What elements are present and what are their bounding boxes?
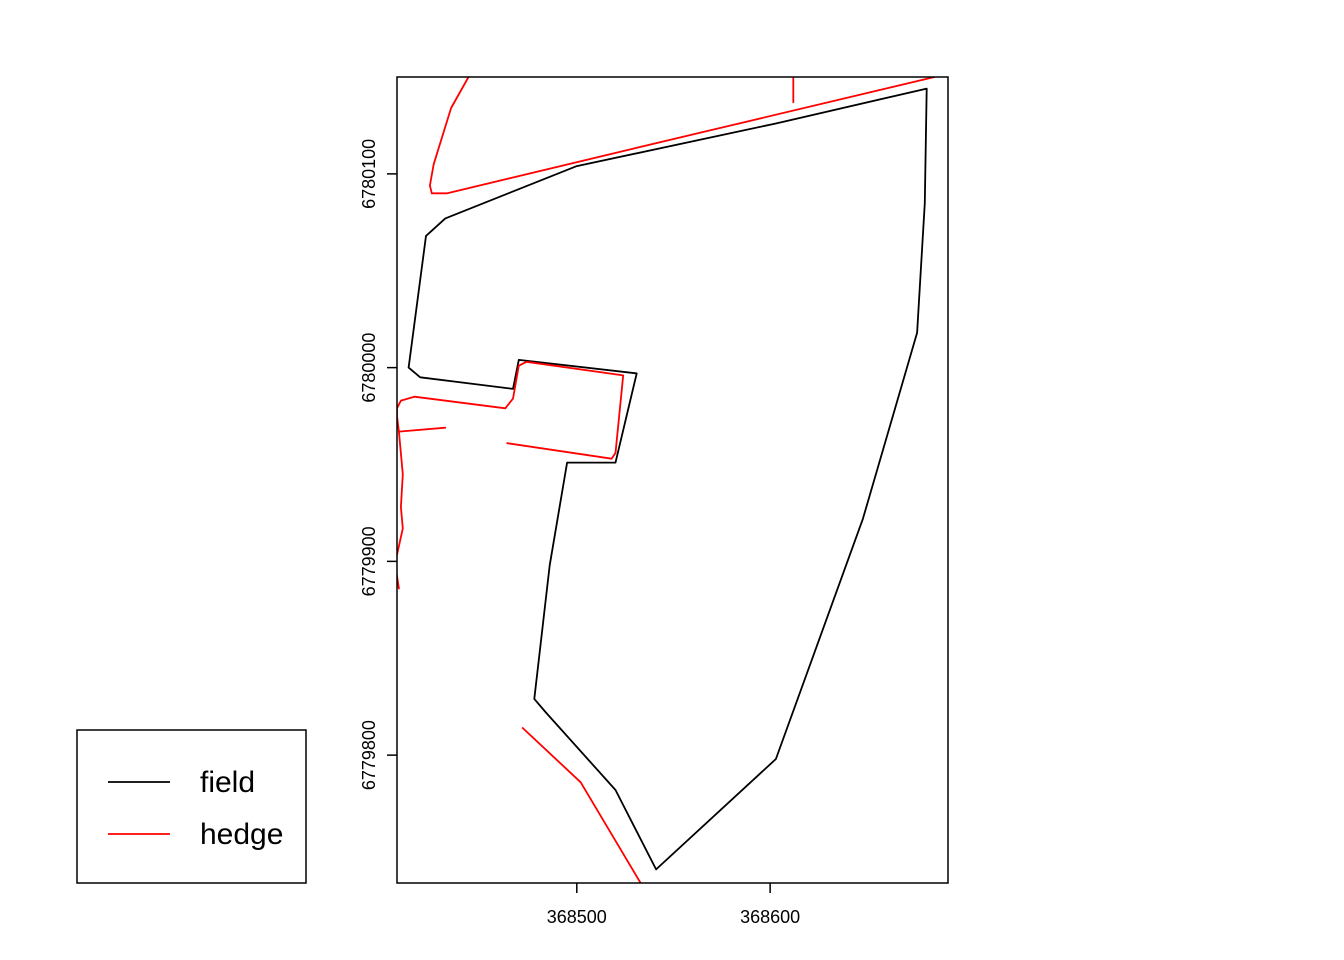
x-tick-label: 368600 — [740, 907, 800, 927]
legend-label-field: field — [200, 766, 255, 799]
hedge-line-4 — [428, 77, 470, 195]
hedge-line-6 — [521, 727, 642, 883]
hedge-line-3 — [430, 77, 936, 195]
y-tick-label: 6779800 — [359, 720, 379, 790]
x-tick-label: 368500 — [547, 907, 607, 927]
plot-frame — [396, 76, 949, 884]
legend: field hedge — [76, 729, 307, 884]
hedge-line-0 — [397, 360, 625, 460]
x-axis: 368500 368600 — [547, 883, 800, 927]
hedge-line-2 — [397, 430, 404, 590]
legend-box — [76, 729, 307, 884]
field-line-0 — [407, 87, 928, 871]
y-tick-label: 6779900 — [359, 526, 379, 596]
y-tick-label: 6780100 — [359, 139, 379, 209]
y-tick-label: 6780000 — [359, 333, 379, 403]
data-layer — [397, 77, 936, 883]
y-axis: 6779800 6779900 6780000 6780100 — [359, 139, 397, 790]
hedge-line-1 — [397, 426, 447, 433]
series-field — [407, 87, 928, 871]
series-hedge — [397, 77, 936, 883]
legend-label-hedge: hedge — [200, 818, 283, 851]
